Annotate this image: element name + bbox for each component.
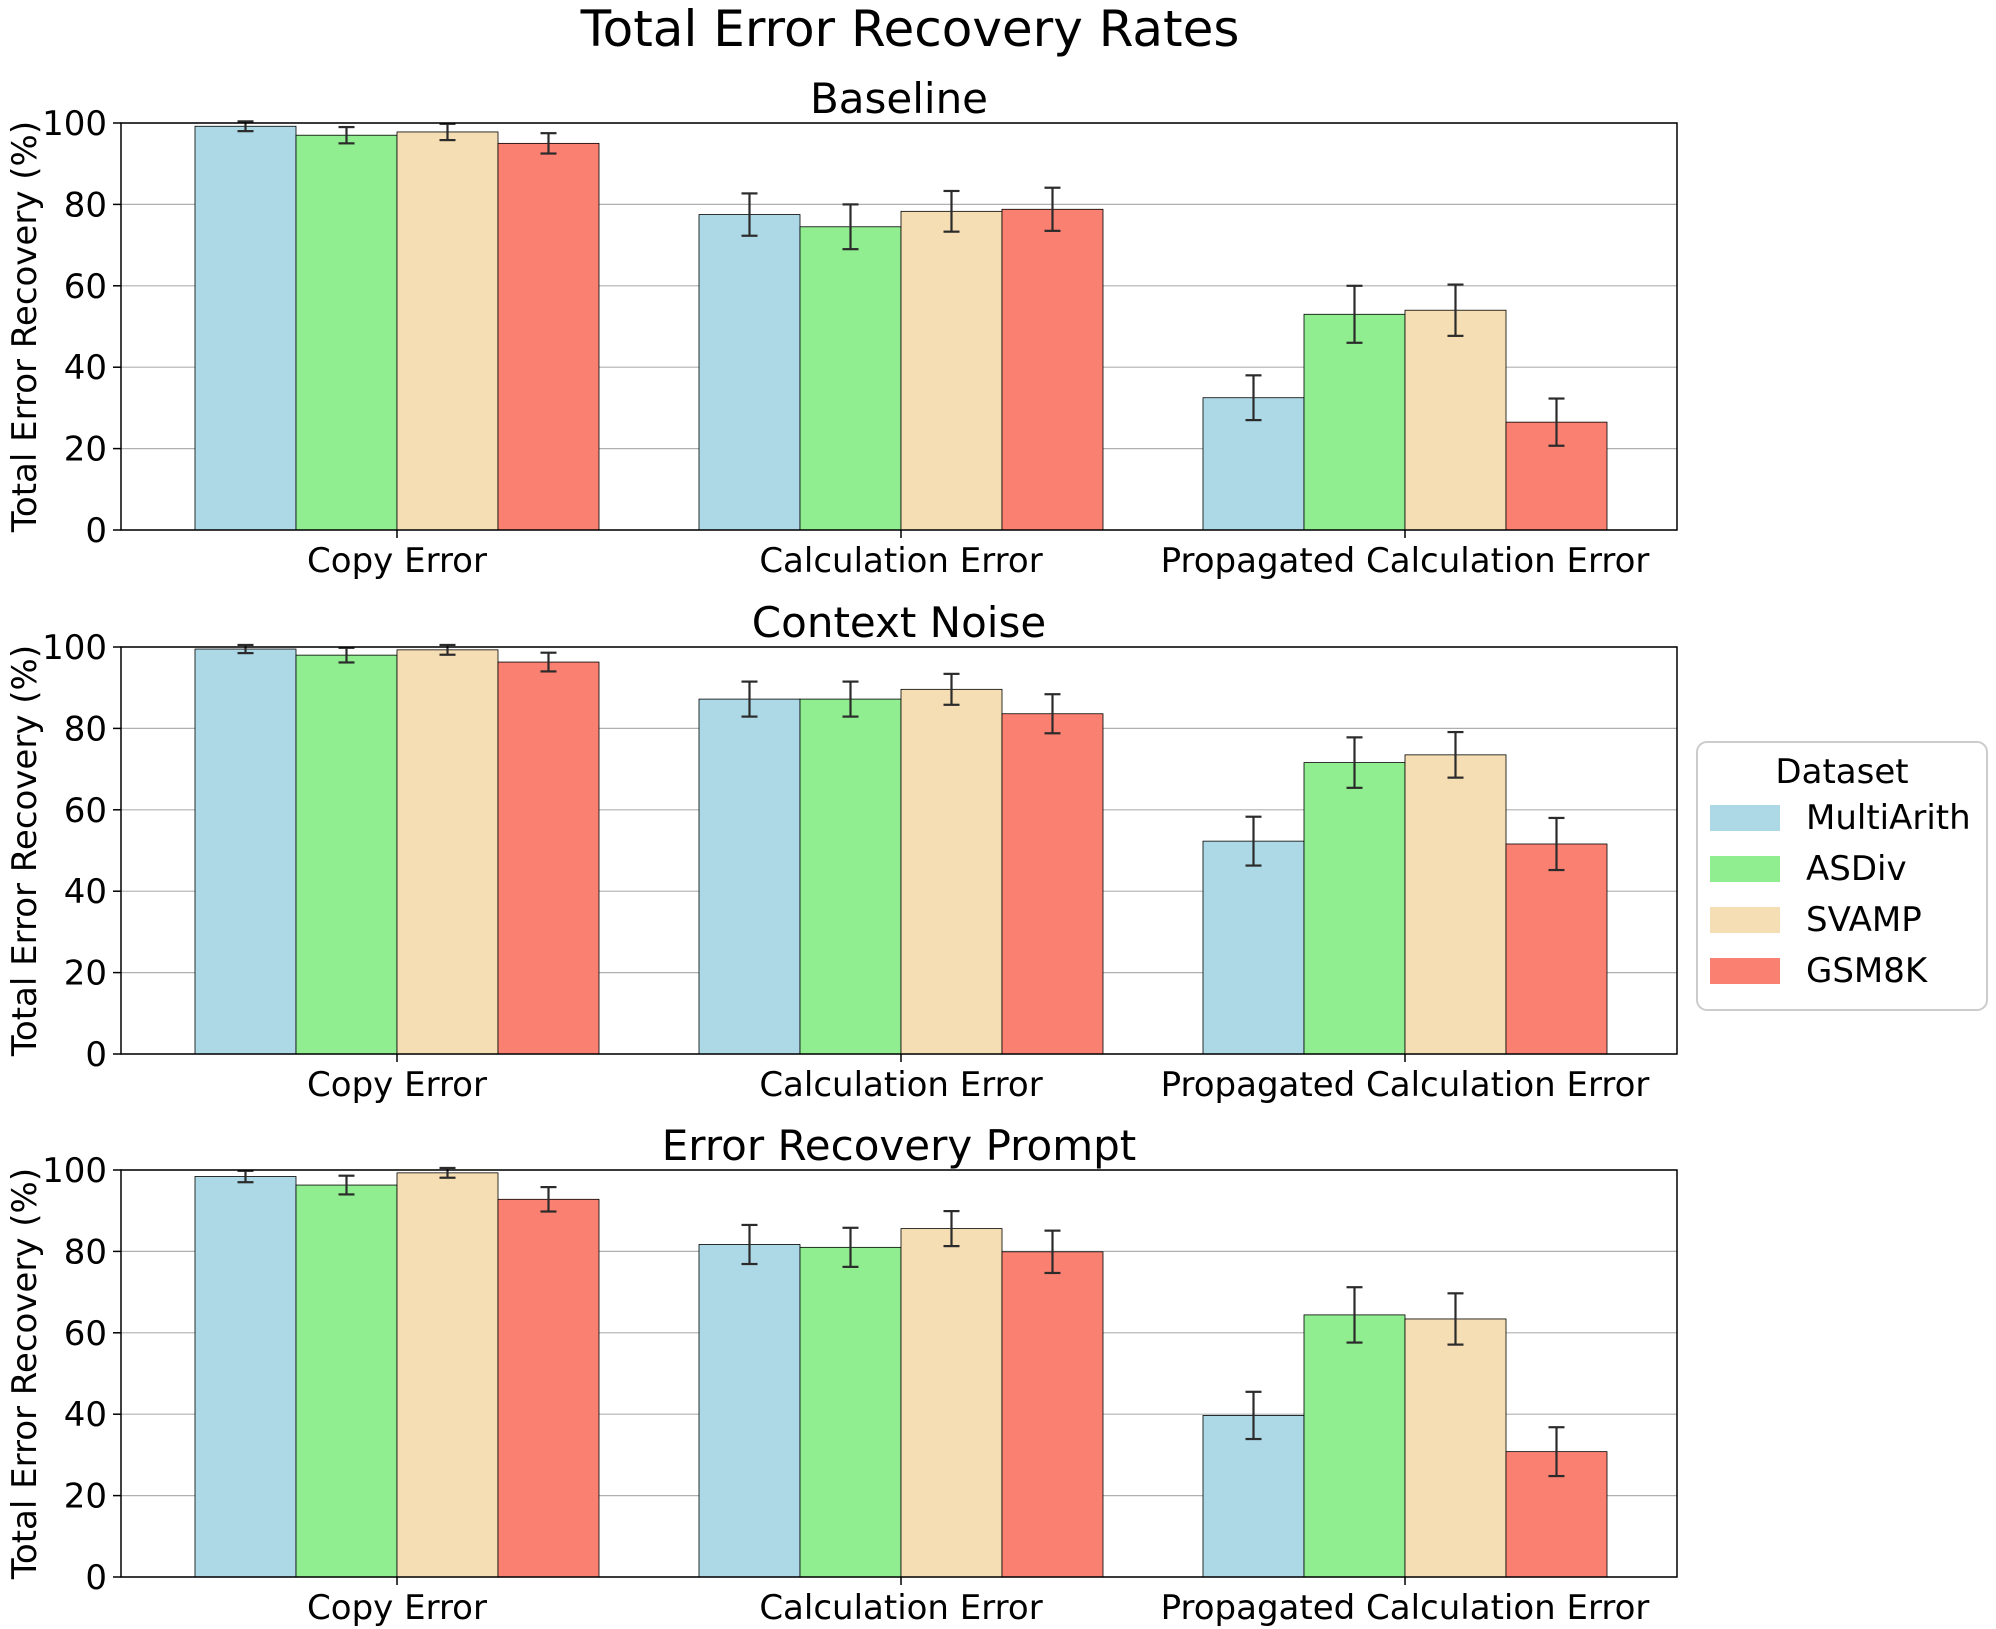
y-tick-label: 60 xyxy=(64,791,107,831)
y-axis-label: Total Error Recovery (%) xyxy=(5,121,45,533)
bar-gsm8k-calculation-error xyxy=(1001,713,1104,1055)
y-tick-label: 0 xyxy=(85,511,107,551)
x-tick-label: Copy Error xyxy=(307,1588,487,1628)
legend-swatch-asdiv xyxy=(1710,856,1780,882)
y-tick-label: 60 xyxy=(64,267,107,307)
legend-swatch-svamp xyxy=(1710,907,1780,933)
y-tick-label: 0 xyxy=(85,1558,107,1598)
axes-frame xyxy=(120,1169,1678,1578)
bar-asdiv-propagated-calculation-error xyxy=(1303,1314,1406,1578)
x-tick-label: Calculation Error xyxy=(759,541,1042,581)
y-tick-label: 100 xyxy=(42,104,107,144)
subplot-title: Error Recovery Prompt xyxy=(662,1121,1137,1170)
bar-multiarith-copy-error xyxy=(194,125,297,531)
y-tick-label: 40 xyxy=(64,872,107,912)
axes-frame xyxy=(120,122,1678,531)
y-tick-label: 100 xyxy=(42,1151,107,1191)
y-tick-label: 0 xyxy=(85,1035,107,1075)
y-tick-label: 80 xyxy=(64,709,107,749)
bar-asdiv-propagated-calculation-error xyxy=(1303,313,1406,531)
bar-svamp-calculation-error xyxy=(900,688,1003,1055)
bar-asdiv-propagated-calculation-error xyxy=(1303,762,1406,1055)
y-axis-label: Total Error Recovery (%) xyxy=(5,645,45,1057)
bar-svamp-propagated-calculation-error xyxy=(1404,309,1507,531)
legend: Dataset MultiArith ASDiv SVAMP GSM8K xyxy=(1696,741,1988,1011)
bar-multiarith-propagated-calculation-error xyxy=(1202,1415,1305,1578)
y-axis-label: Total Error Recovery (%) xyxy=(5,1168,45,1580)
bar-asdiv-calculation-error xyxy=(799,698,902,1055)
bar-svamp-copy-error xyxy=(396,649,499,1055)
bar-svamp-copy-error xyxy=(396,131,499,531)
x-tick-label: Propagated Calculation Error xyxy=(1161,1065,1650,1105)
bar-gsm8k-calculation-error xyxy=(1001,1251,1104,1578)
bar-multiarith-calculation-error xyxy=(698,214,801,531)
y-tick-label: 60 xyxy=(64,1314,107,1354)
x-tick-label: Copy Error xyxy=(307,541,487,581)
bar-multiarith-copy-error xyxy=(194,1176,297,1578)
bar-gsm8k-copy-error xyxy=(497,1198,600,1578)
y-tick-label: 40 xyxy=(64,1395,107,1435)
subplot-title: Context Noise xyxy=(752,598,1046,647)
bar-multiarith-calculation-error xyxy=(698,698,801,1055)
bar-gsm8k-propagated-calculation-error xyxy=(1505,843,1608,1055)
y-tick-label: 80 xyxy=(64,185,107,225)
bar-multiarith-copy-error xyxy=(194,648,297,1055)
legend-label-multiarith: MultiArith xyxy=(1806,798,1971,838)
y-tick-label: 20 xyxy=(64,954,107,994)
bar-gsm8k-copy-error xyxy=(497,142,600,531)
axes-frame xyxy=(120,646,1678,1055)
bar-asdiv-copy-error xyxy=(295,1184,398,1578)
bar-svamp-propagated-calculation-error xyxy=(1404,1318,1507,1578)
legend-label-asdiv: ASDiv xyxy=(1806,849,1907,889)
legend-title: Dataset xyxy=(1775,752,1908,792)
x-tick-label: Calculation Error xyxy=(759,1065,1042,1105)
legend-swatch-gsm8k xyxy=(1710,958,1780,984)
bar-gsm8k-copy-error xyxy=(497,661,600,1055)
bar-asdiv-calculation-error xyxy=(799,226,902,531)
bar-asdiv-copy-error xyxy=(295,134,398,531)
x-tick-label: Calculation Error xyxy=(759,1588,1042,1628)
bar-multiarith-calculation-error xyxy=(698,1244,801,1578)
legend-label-gsm8k: GSM8K xyxy=(1806,951,1929,991)
y-tick-label: 20 xyxy=(64,430,107,470)
bar-asdiv-copy-error xyxy=(295,654,398,1055)
bar-svamp-propagated-calculation-error xyxy=(1404,754,1507,1055)
x-tick-label: Propagated Calculation Error xyxy=(1161,541,1650,581)
figure-title: Total Error Recovery Rates xyxy=(580,0,1240,58)
x-tick-label: Copy Error xyxy=(307,1065,487,1105)
y-tick-label: 100 xyxy=(42,628,107,668)
bar-svamp-calculation-error xyxy=(900,210,1003,531)
legend-swatch-multiarith xyxy=(1710,805,1780,831)
y-tick-label: 40 xyxy=(64,348,107,388)
x-tick-label: Propagated Calculation Error xyxy=(1161,1588,1650,1628)
y-tick-label: 80 xyxy=(64,1232,107,1272)
bar-svamp-copy-error xyxy=(396,1172,499,1578)
subplot-title: Baseline xyxy=(810,74,988,123)
bar-asdiv-calculation-error xyxy=(799,1246,902,1578)
bar-gsm8k-calculation-error xyxy=(1001,208,1104,531)
bar-svamp-calculation-error xyxy=(900,1228,1003,1578)
legend-label-svamp: SVAMP xyxy=(1806,900,1922,940)
y-tick-label: 20 xyxy=(64,1477,107,1517)
bar-multiarith-propagated-calculation-error xyxy=(1202,840,1305,1055)
